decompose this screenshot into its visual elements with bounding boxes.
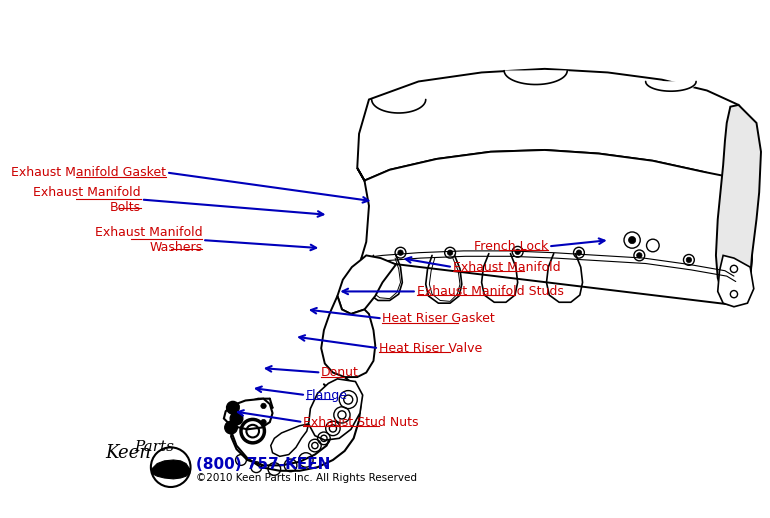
Polygon shape: [357, 69, 756, 183]
Polygon shape: [357, 150, 752, 305]
Text: ©2010 Keen Parts Inc. All Rights Reserved: ©2010 Keen Parts Inc. All Rights Reserve…: [196, 473, 417, 483]
Text: Exhaust Manifold
Bolts: Exhaust Manifold Bolts: [33, 185, 141, 213]
Circle shape: [576, 250, 581, 255]
Polygon shape: [152, 460, 189, 479]
Circle shape: [226, 401, 239, 414]
Text: (800) 757-KEEN: (800) 757-KEEN: [196, 457, 330, 472]
Text: Parts: Parts: [135, 440, 175, 454]
Circle shape: [637, 253, 642, 258]
Polygon shape: [309, 379, 363, 440]
Polygon shape: [321, 296, 375, 377]
Text: Exhaust Manifold Gasket: Exhaust Manifold Gasket: [12, 166, 166, 179]
Polygon shape: [271, 424, 309, 456]
Text: Keen: Keen: [105, 444, 151, 462]
Text: Exhaust Manifold: Exhaust Manifold: [453, 261, 561, 274]
Circle shape: [628, 237, 636, 243]
Circle shape: [225, 421, 237, 434]
Text: Donut: Donut: [321, 366, 359, 379]
Text: Exhaust Stud Nuts: Exhaust Stud Nuts: [303, 415, 419, 428]
Circle shape: [261, 403, 266, 409]
Polygon shape: [337, 255, 396, 314]
Text: Flange: Flange: [306, 388, 348, 401]
Text: Heat Riser Gasket: Heat Riser Gasket: [383, 312, 495, 325]
Circle shape: [234, 403, 239, 409]
Circle shape: [234, 420, 239, 425]
Circle shape: [447, 250, 453, 255]
Circle shape: [686, 257, 691, 263]
Circle shape: [230, 412, 243, 425]
Text: Exhaust Manifold Studs: Exhaust Manifold Studs: [417, 285, 564, 298]
Text: French Lock: French Lock: [474, 240, 548, 253]
Circle shape: [261, 420, 266, 425]
Polygon shape: [224, 399, 273, 429]
Circle shape: [515, 249, 521, 254]
Text: Exhaust Manifold
Washers: Exhaust Manifold Washers: [95, 226, 203, 254]
Text: Heat Riser Valve: Heat Riser Valve: [379, 342, 482, 355]
Polygon shape: [716, 105, 761, 305]
Circle shape: [398, 250, 403, 255]
Polygon shape: [718, 255, 754, 307]
